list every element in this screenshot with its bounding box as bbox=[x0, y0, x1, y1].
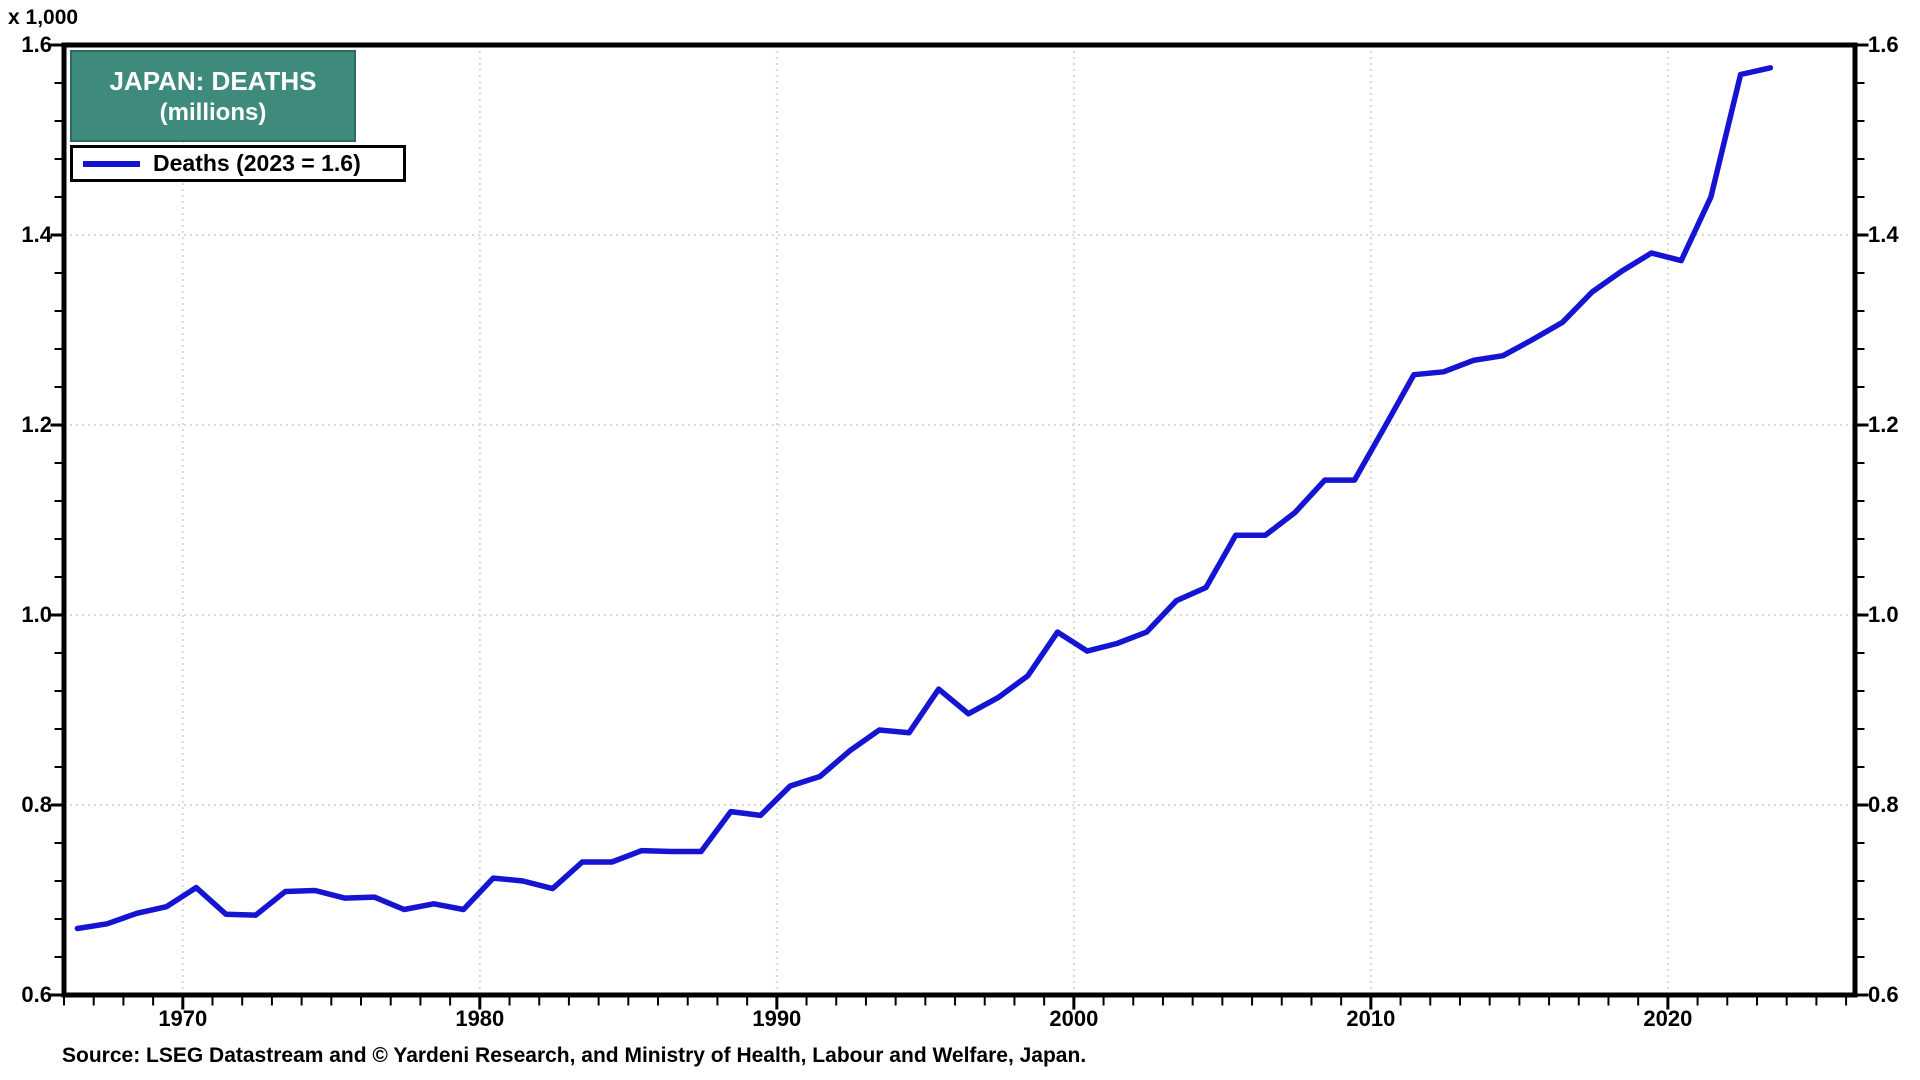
y-tick-label-right: 1.2 bbox=[1868, 412, 1899, 437]
x-tick-label: 1980 bbox=[455, 1006, 505, 1031]
chart-title-box: JAPAN: DEATHS (millions) bbox=[70, 50, 356, 142]
chart-subtitle: (millions) bbox=[159, 99, 267, 126]
y-tick-label-right: 1.6 bbox=[1868, 32, 1899, 57]
plot-border bbox=[61, 42, 1858, 998]
x-tick-label: 1990 bbox=[752, 1006, 802, 1031]
y-axis-unit-label: x 1,000 bbox=[8, 6, 79, 29]
y-tick-label-left: 1.2 bbox=[21, 412, 52, 437]
y-tick-label-right: 0.8 bbox=[1868, 792, 1899, 817]
y-tick-label-left: 1.6 bbox=[21, 32, 52, 57]
x-tick-label: 2020 bbox=[1643, 1006, 1693, 1031]
chart-title: JAPAN: DEATHS bbox=[109, 66, 317, 96]
y-tick-label-right: 1.4 bbox=[1868, 222, 1899, 247]
legend: Deaths (2023 = 1.6) bbox=[70, 145, 406, 182]
y-tick-label-left: 0.8 bbox=[21, 792, 52, 817]
x-tick-label: 1970 bbox=[158, 1006, 208, 1031]
y-tick-label-right: 1.0 bbox=[1868, 602, 1899, 627]
y-tick-label-left: 1.4 bbox=[21, 222, 52, 247]
x-tick-label: 2010 bbox=[1346, 1006, 1396, 1031]
legend-line-swatch bbox=[83, 160, 140, 167]
deaths-line bbox=[74, 65, 1774, 932]
source-attribution: Source: LSEG Datastream and © Yardeni Re… bbox=[62, 1044, 1087, 1067]
y-tick-label-left: 1.0 bbox=[21, 602, 52, 627]
y-tick-label-right: 0.6 bbox=[1868, 982, 1899, 1007]
x-tick-label: 2000 bbox=[1049, 1006, 1099, 1031]
legend-label: Deaths (2023 = 1.6) bbox=[153, 150, 361, 176]
y-tick-label-left: 0.6 bbox=[21, 982, 52, 1007]
